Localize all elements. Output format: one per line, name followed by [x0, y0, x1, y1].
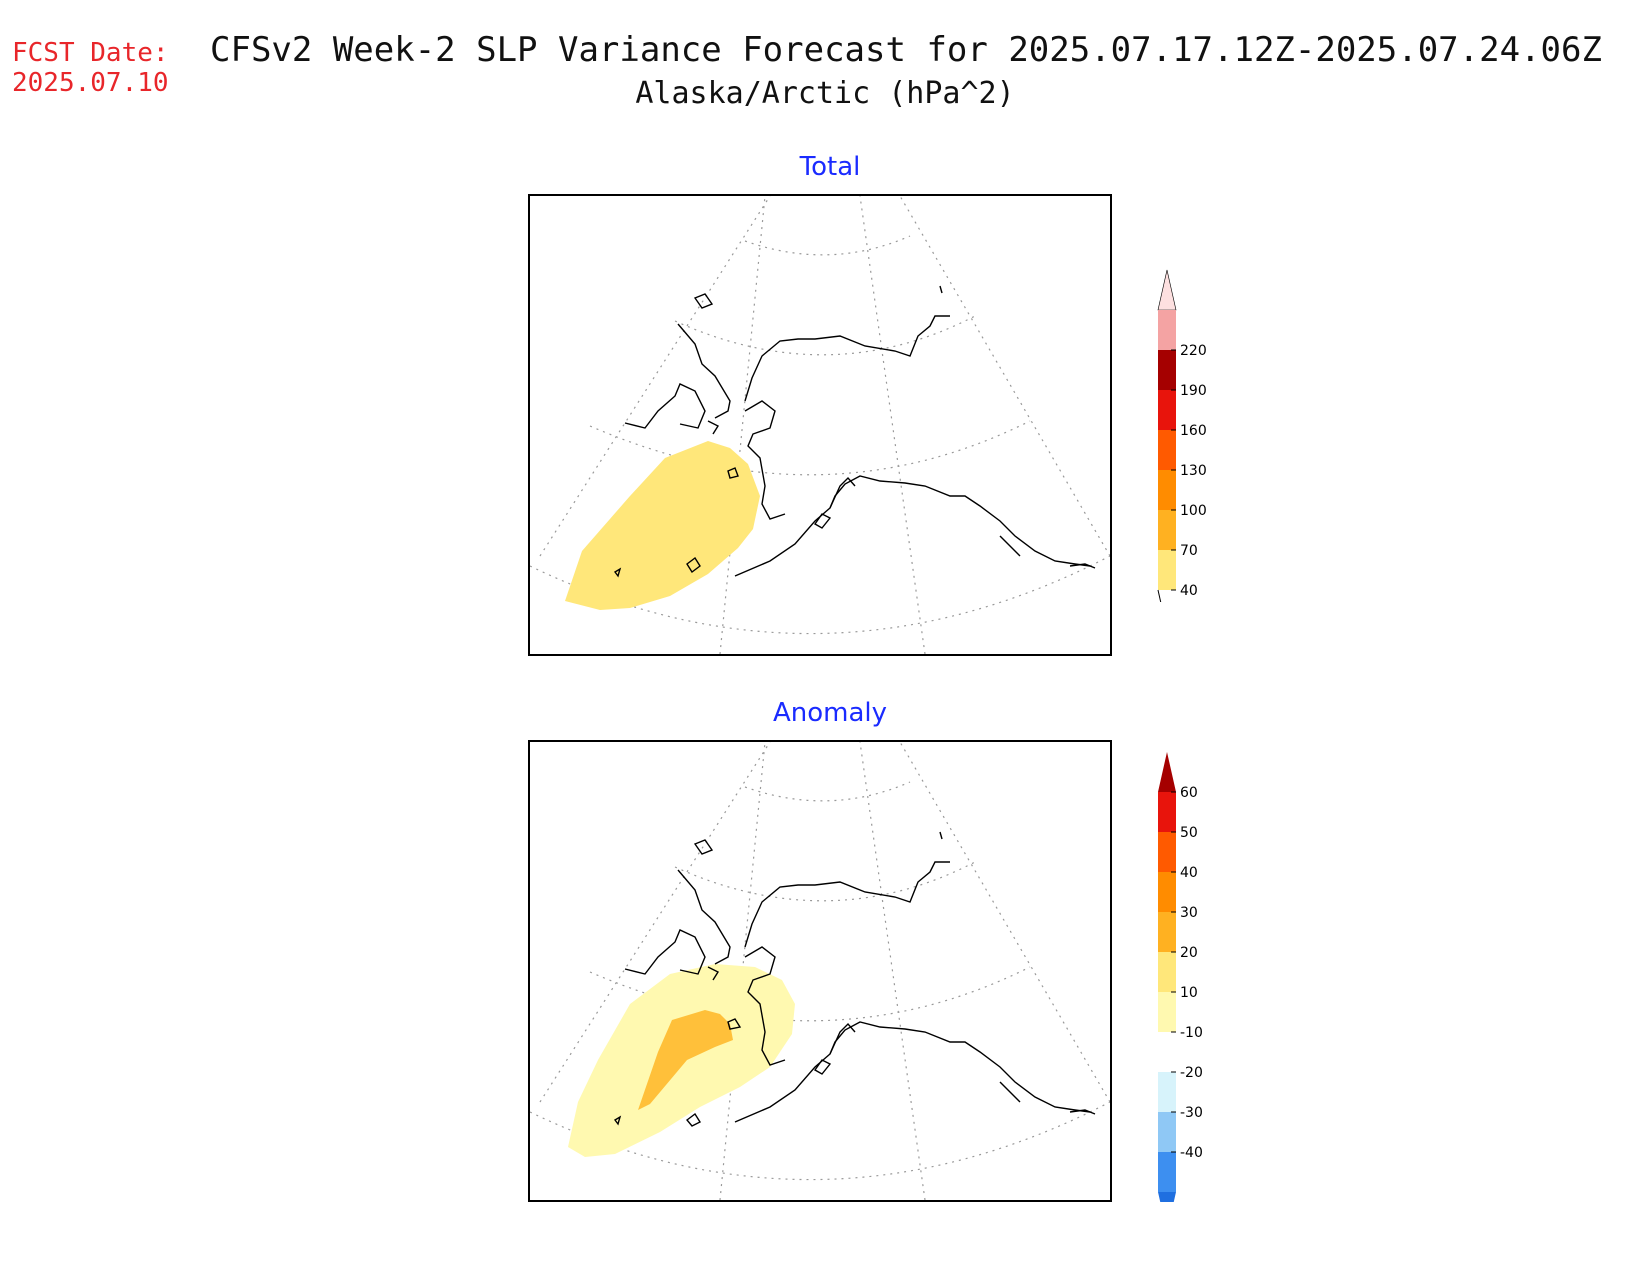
- colorbar-segment: [1158, 992, 1176, 1032]
- anomaly-20-30-area: [638, 1010, 733, 1110]
- total-map: [528, 194, 1112, 656]
- fcst-date-value: 2025.07.10: [12, 68, 169, 98]
- colorbar-segment: [1158, 1112, 1176, 1152]
- colorbar-segment: [1158, 952, 1176, 992]
- colorbar-segment: [1158, 1152, 1176, 1192]
- colorbar-label: 20: [1180, 945, 1198, 961]
- colorbar-bottom-arrow: [1158, 1192, 1176, 1232]
- colorbar-label: -20: [1180, 1065, 1203, 1081]
- total-colorbar: 40 70 100 130 160 190 220: [1148, 262, 1258, 631]
- colorbar-label: 40: [1180, 865, 1198, 881]
- anomaly-colorbar-svg: -40 -30 -20 -10 10 20 30 40 50 60: [1158, 752, 1203, 1232]
- fcst-date-label: FCST Date:: [12, 38, 169, 68]
- colorbar-label: 60: [1180, 785, 1198, 801]
- colorbar-segment: [1158, 872, 1176, 912]
- panel-title-anomaly: Anomaly: [772, 698, 888, 728]
- colorbar-label: 160: [1180, 423, 1207, 439]
- colorbar-label: 190: [1180, 383, 1207, 399]
- colorbar-label: 40: [1180, 583, 1198, 599]
- colorbar-segment: [1158, 550, 1176, 590]
- colorbar-segment: [1158, 470, 1176, 510]
- colorbar-label: -10: [1180, 1025, 1203, 1041]
- colorbar-bottom-arrow: [1157, 589, 1168, 631]
- colorbar-segment: [1158, 912, 1176, 952]
- forecast-date: FCST Date: 2025.07.10: [12, 38, 169, 98]
- colorbar-segment: [1158, 792, 1176, 832]
- main-title: CFSv2 Week-2 SLP Variance Forecast for 2…: [210, 30, 1602, 70]
- colorbar-label: -30: [1180, 1105, 1203, 1121]
- colorbar-segment: [1158, 310, 1176, 350]
- colorbar-segment: [1158, 430, 1176, 470]
- subtitle: Alaska/Arctic (hPa^2): [635, 76, 1015, 111]
- total-variance-area: [565, 441, 760, 610]
- colorbar-segment: [1158, 1072, 1176, 1112]
- colorbar-top-arrow: [1157, 269, 1177, 311]
- colorbar-segment: [1158, 832, 1176, 872]
- total-map-svg: [530, 196, 1110, 654]
- anomaly-map: [528, 740, 1112, 1202]
- graticule: [530, 196, 1110, 654]
- colorbar-label: 70: [1180, 543, 1198, 559]
- total-colorbar-svg: 40 70 100 130 160 190 220: [1157, 269, 1207, 631]
- coastline: [613, 285, 1096, 578]
- panel-title-total: Total: [799, 152, 861, 182]
- colorbar-label: 100: [1180, 503, 1207, 519]
- colorbar-segment: [1158, 510, 1176, 550]
- colorbar-label: -40: [1180, 1145, 1203, 1161]
- graticule: [530, 742, 1110, 1200]
- colorbar-top-arrow: [1158, 752, 1176, 792]
- colorbar-label: 130: [1180, 463, 1207, 479]
- colorbar-segment: [1158, 350, 1176, 390]
- colorbar-segment: [1158, 1032, 1176, 1072]
- colorbar-label: 10: [1180, 985, 1198, 1001]
- colorbar-label: 30: [1180, 905, 1198, 921]
- anomaly-colorbar: -40 -30 -20 -10 10 20 30 40 50 60: [1148, 752, 1258, 1232]
- colorbar-label: 220: [1180, 343, 1207, 359]
- colorbar-label: 50: [1180, 825, 1198, 841]
- colorbar-segment: [1158, 390, 1176, 430]
- anomaly-map-svg: [530, 742, 1110, 1200]
- coastline: [613, 831, 1096, 1127]
